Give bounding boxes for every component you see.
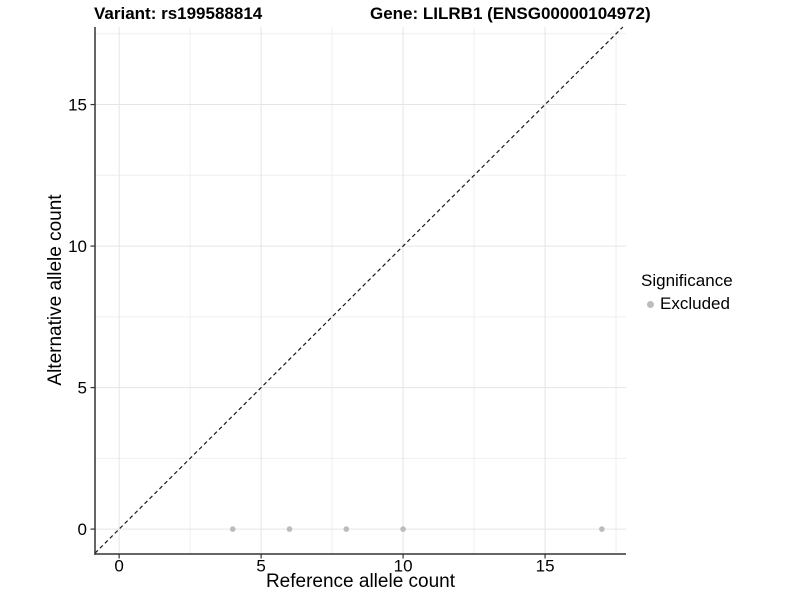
- plot-title-variant: Variant: rs199588814: [94, 4, 263, 23]
- x-axis-title: Reference allele count: [265, 571, 456, 592]
- x-tick-label: 0: [114, 557, 123, 576]
- legend-key-dot-icon: [647, 300, 654, 308]
- y-tick-label: 5: [78, 379, 87, 398]
- y-axis-title: Alternative allele count: [45, 194, 66, 386]
- legend-title: Significance: [641, 271, 733, 290]
- legend-item-label: Excluded: [660, 294, 730, 313]
- y-tick-label: 0: [78, 520, 87, 539]
- plot-title-gene: Gene: LILRB1 (ENSG00000104972): [370, 4, 651, 23]
- data-point: [343, 526, 350, 532]
- y-tick-label: 10: [68, 237, 87, 256]
- legend: Significance Excluded: [641, 271, 733, 314]
- x-tick-label: 15: [536, 557, 555, 576]
- data-point: [599, 526, 605, 532]
- x-tick-label: 10: [394, 557, 413, 576]
- legend-item-excluded: Excluded: [641, 294, 733, 314]
- data-point: [229, 526, 236, 532]
- data-point: [400, 526, 406, 532]
- data-point: [286, 526, 293, 532]
- y-tick-label: 15: [68, 96, 87, 115]
- x-tick-label: 5: [256, 557, 265, 576]
- identity-reference-line: [94, 26, 624, 554]
